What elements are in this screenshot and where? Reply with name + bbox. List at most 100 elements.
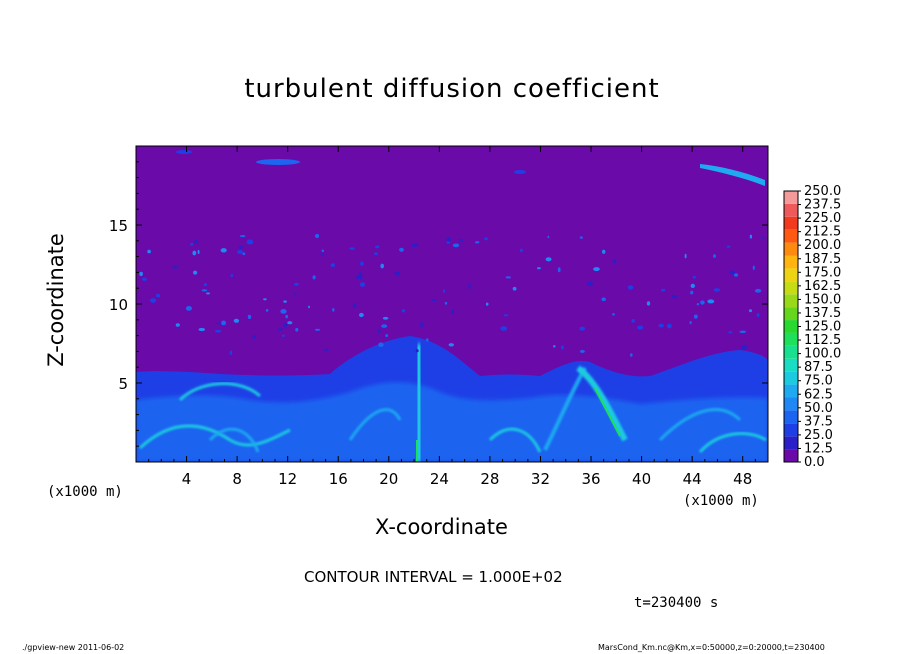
- turbulence-speck: [230, 274, 234, 277]
- turbulence-speck: [729, 270, 736, 275]
- turbulence-speck: [545, 257, 552, 262]
- turbulence-speck: [378, 342, 384, 348]
- turbulence-speck: [185, 306, 192, 311]
- turbulence-speck: [503, 314, 509, 317]
- turbulence-speck: [401, 309, 405, 313]
- colorbar-segment: [784, 216, 798, 230]
- turbulence-speck: [630, 353, 633, 357]
- turbulent-eddy: [658, 408, 742, 442]
- turbulence-speck: [519, 248, 523, 252]
- turbulence-speck: [374, 252, 378, 256]
- turbulence-speck: [713, 254, 716, 258]
- turbulence-speck: [741, 345, 748, 350]
- turbulence-speck: [246, 239, 254, 245]
- heatmap-field: [136, 146, 768, 462]
- colorbar-segment: [784, 229, 798, 243]
- y-axis: 5 10 15: [109, 161, 768, 447]
- updraft-plume: [413, 343, 425, 462]
- y-tick-label: 5: [118, 375, 128, 393]
- turbulence-speck: [360, 261, 364, 266]
- turbulence-speck: [233, 318, 240, 323]
- turbulence-speck: [661, 288, 666, 292]
- turbulence-speck: [294, 282, 299, 286]
- turbulence-speck: [359, 282, 366, 287]
- turbulence-speck: [415, 349, 419, 353]
- colorbar-label: 162.5: [804, 279, 841, 294]
- turbulence-speck: [411, 243, 419, 247]
- turbulence-speck: [293, 292, 296, 296]
- turbulence-speck: [553, 345, 556, 348]
- turbulence-speck: [315, 233, 320, 239]
- colorbar-segment: [784, 345, 798, 359]
- x-tick-label: 40: [632, 470, 651, 488]
- turbulence-speck: [206, 292, 210, 295]
- footer-data-source: MarsCond_Km.nc@Km,x=0:50000,z=0:20000,t=…: [598, 643, 825, 652]
- colorbar: 0.012.525.037.550.062.575.087.5100.0112.…: [783, 184, 841, 470]
- turbulence-speck: [252, 334, 256, 339]
- turbulent-eddy: [138, 424, 291, 450]
- colorbar-segment: [784, 371, 798, 385]
- turbulence-speck: [690, 290, 694, 295]
- turbulence-speck: [459, 238, 463, 242]
- colorbar-segment: [784, 449, 798, 462]
- turbulence-speck: [443, 289, 445, 293]
- turbulence-speck: [194, 239, 199, 244]
- colorbar-label: 75.0: [804, 374, 833, 389]
- colorbar-label: 25.0: [804, 428, 833, 443]
- turbulence-speck: [631, 319, 635, 323]
- turbulence-speck: [692, 275, 696, 279]
- turbulence-speck: [197, 249, 200, 255]
- turbulence-speck: [287, 321, 293, 325]
- colorbar-label: 112.5: [804, 333, 841, 348]
- contour-interval-label: CONTOUR INTERVAL = 1.000E+02: [304, 568, 563, 586]
- turbulence-speck: [579, 236, 583, 239]
- updraft-plume: [576, 365, 628, 442]
- colorbar-segment: [784, 281, 798, 295]
- turbulence-speck: [374, 245, 380, 249]
- colorbar-segment: [784, 397, 798, 411]
- turbulence-speck: [728, 331, 733, 334]
- colorbar-segment: [784, 191, 798, 204]
- x-tick-label: 16: [329, 470, 348, 488]
- turbulence-speck: [156, 293, 161, 298]
- turbulence-speck: [586, 281, 594, 286]
- colorbar-label: 225.0: [804, 211, 841, 226]
- turbulence-speck: [658, 323, 664, 328]
- turbulence-speck: [285, 314, 289, 319]
- colorbar-segment: [784, 384, 798, 398]
- turbulence-speck: [707, 299, 715, 304]
- x-tick-label: 44: [683, 470, 702, 488]
- turbulence-speck: [356, 275, 363, 280]
- x-unit-label-left: (x1000 m): [47, 484, 123, 500]
- turbulence-speck: [756, 313, 760, 318]
- turbulence-speck: [689, 321, 692, 325]
- turbulence-speck: [312, 275, 316, 280]
- colorbar-label: 150.0: [804, 292, 841, 307]
- turbulence-speck: [242, 252, 246, 256]
- x-tick-label: 36: [581, 470, 600, 488]
- turbulence-speck: [359, 312, 364, 318]
- colorbar-segment: [784, 255, 798, 269]
- turbulence-speck: [381, 324, 388, 328]
- turbulence-speck: [320, 253, 324, 257]
- colorbar-label: 137.5: [804, 306, 841, 321]
- turbulence-speck: [646, 301, 651, 306]
- footer-program-date: ./gpview-new 2011-06-02: [22, 643, 125, 652]
- turbulence-speck: [446, 237, 452, 242]
- turbulence-speck: [762, 236, 765, 239]
- colorbar-segment: [784, 320, 798, 333]
- turbulence-speck: [452, 243, 460, 248]
- turbulence-speck: [579, 349, 585, 353]
- turbulence-speck: [221, 320, 227, 326]
- colorbar-segment: [784, 242, 798, 256]
- x-tick-label: 4: [182, 470, 192, 488]
- turbulence-speck: [612, 313, 615, 316]
- turbulence-speck: [198, 327, 206, 332]
- scattered-turbulence-specks: [139, 233, 765, 357]
- colorbar-segment: [784, 294, 798, 308]
- turbulent-eddy: [208, 427, 260, 453]
- turbulence-speck: [229, 350, 233, 355]
- turbulence-speck: [173, 265, 178, 269]
- colorbar-segment: [784, 358, 798, 372]
- turbulence-speck: [627, 285, 634, 290]
